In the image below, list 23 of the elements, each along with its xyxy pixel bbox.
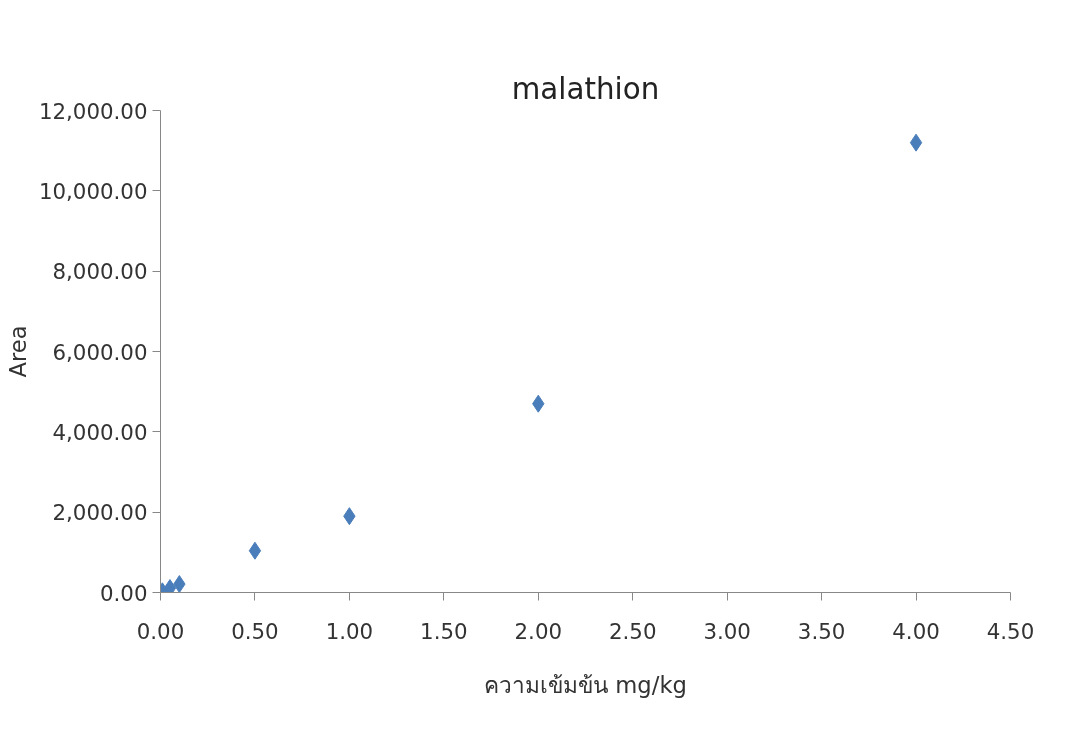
x-tick-label: 4.00 <box>892 618 940 644</box>
x-tick-label: 4.50 <box>986 618 1035 644</box>
y-tick-label: 6,000.00 <box>52 339 148 365</box>
x-tick-label: 2.50 <box>608 618 657 644</box>
y-tick-label: 12,000.00 <box>38 98 148 124</box>
y-tick-label: 10,000.00 <box>38 178 148 204</box>
point <box>173 575 186 593</box>
x-axis-title: ความเข้มข้น mg/kg <box>484 671 687 698</box>
x-tick-label: 3.00 <box>703 618 751 644</box>
x-tick-label: 1.00 <box>325 618 374 644</box>
y-tick-label: 2,000.00 <box>52 500 148 526</box>
y-tick-label: 4,000.00 <box>52 419 148 445</box>
point <box>248 541 262 560</box>
x-tick-label: 0.50 <box>231 618 279 644</box>
y-tick-label: 0.00 <box>100 580 148 606</box>
x-tick-label: 0.00 <box>136 618 185 644</box>
x-tick-label: 2.00 <box>514 618 563 644</box>
x-tick-label: 1.50 <box>420 618 468 644</box>
chart-title: malathion <box>511 71 660 106</box>
x-tick-label: 3.50 <box>797 618 846 644</box>
y-tick-label: 8,000.00 <box>52 259 148 285</box>
point <box>909 133 923 152</box>
y-axis-title: Area <box>4 325 31 378</box>
